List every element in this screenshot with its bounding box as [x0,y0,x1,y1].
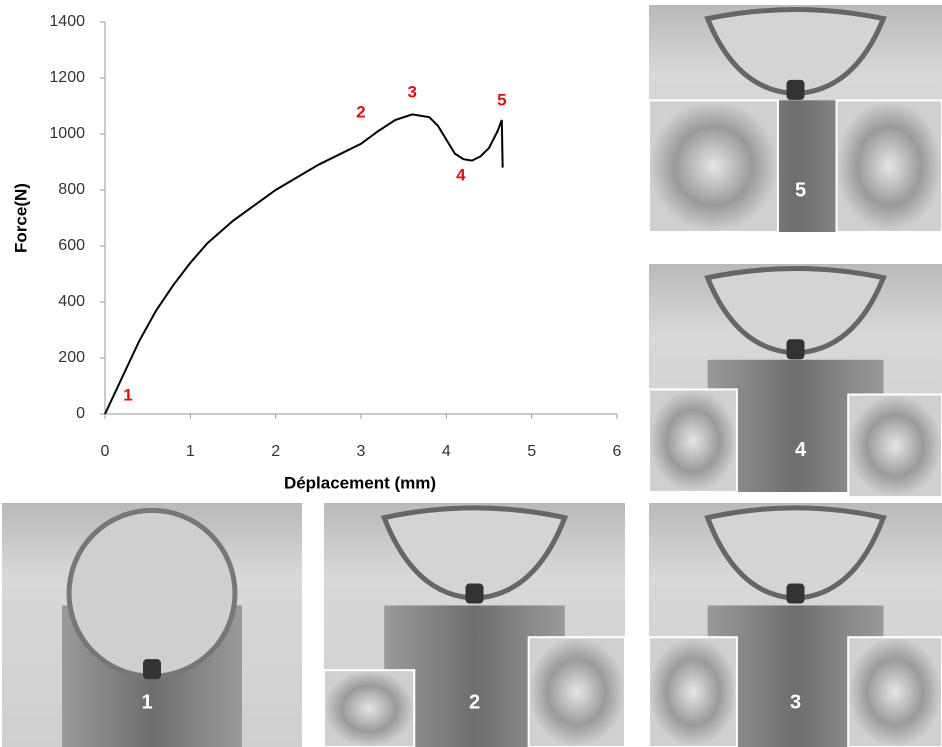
y-tick-label: 200 [58,349,85,366]
x-tick-label: 4 [442,443,451,460]
photo-panel: 1 [2,503,302,747]
x-tick-label: 3 [357,443,366,460]
y-tick-label: 600 [58,237,85,254]
photo-label: 4 [795,439,807,461]
photo-panel: 5 [648,5,942,233]
photo-pin [465,583,484,604]
annotation: 2 [356,102,365,121]
y-tick-label: 800 [58,181,85,198]
photo-ring [66,507,238,679]
photo-pin [786,583,805,604]
y-tick-label: 1400 [49,13,85,30]
x-tick-label: 6 [613,443,622,460]
x-axis-title: Déplacement (mm) [284,473,436,492]
x-tick-label: 1 [186,443,195,460]
x-tick-label: 2 [271,443,280,460]
photo-inset [648,99,779,233]
photo-panel: 4 [648,264,942,499]
photo-label: 1 [141,691,152,713]
photo-ring [704,505,887,601]
photo-inset [847,636,942,747]
photo-label: 5 [795,179,806,201]
annotation: 4 [456,165,466,184]
annotation: 1 [123,386,132,405]
photo-ring [704,7,887,97]
photo-ring [380,505,569,601]
photo-inset [648,388,738,493]
photo-ring [704,266,887,356]
x-tick-label: 5 [527,443,536,460]
photo-inset [527,636,626,747]
photo-pin [786,339,805,360]
photo-inset [648,636,738,747]
photo-inset [847,393,942,499]
annotation: 5 [497,90,506,109]
photo-inset [835,99,942,233]
y-axis-title: Force(N) [11,183,30,253]
y-tick-label: 0 [76,405,85,422]
photo-label: 3 [790,691,801,713]
y-tick-label: 1200 [49,69,85,86]
photo-inset [323,669,416,747]
photo-panel: 2 [323,503,626,747]
x-tick-label: 0 [101,443,110,460]
y-tick-label: 400 [58,293,85,310]
photo-pin [143,659,161,680]
photo-pin [786,79,805,100]
data-line [104,113,504,415]
annotation: 3 [407,83,416,102]
y-tick-label: 1000 [49,125,85,142]
photo-panel: 3 [648,503,942,747]
photo-label: 2 [469,691,480,713]
